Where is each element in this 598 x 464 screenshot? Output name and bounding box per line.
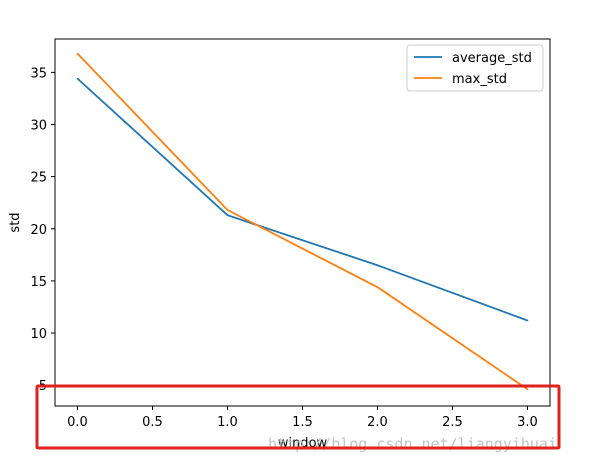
data-point (76, 77, 79, 80)
data-point (226, 214, 229, 217)
data-point (526, 319, 529, 322)
x-tick-label: 3.0 (517, 415, 538, 430)
y-tick-label: 30 (30, 118, 47, 133)
series-lines (76, 52, 529, 391)
y-tick-label: 20 (30, 223, 47, 238)
data-point (76, 52, 79, 55)
x-tick-label: 1.0 (217, 415, 238, 430)
data-point (226, 209, 229, 211)
data-point (526, 388, 529, 391)
y-axis-label: std (8, 212, 23, 232)
legend-entry: average_std (452, 51, 532, 66)
x-tick-label: 0.5 (142, 415, 163, 430)
data-point (376, 264, 379, 267)
legend-entry: max_std (452, 72, 507, 87)
x-tick-label: 1.5 (292, 415, 313, 430)
x-tick-label: 2.5 (442, 415, 463, 430)
y-tick-label: 10 (30, 327, 47, 342)
watermark-text: http://blog.csdn.net/liangyihuai (268, 435, 557, 453)
series-line-max-std (76, 52, 529, 391)
y-tick-label: 25 (30, 171, 47, 186)
legend: average_std max_std (406, 44, 544, 92)
red-highlight-box (35, 384, 561, 450)
data-point (376, 286, 379, 288)
plot-frame (54, 38, 551, 407)
x-tick-label: 2.0 (367, 415, 388, 430)
x-tick-label: 0.0 (67, 415, 88, 430)
y-tick-label: 15 (30, 275, 47, 290)
series-line-average-std (76, 77, 528, 322)
y-tick-label: 35 (30, 66, 47, 81)
